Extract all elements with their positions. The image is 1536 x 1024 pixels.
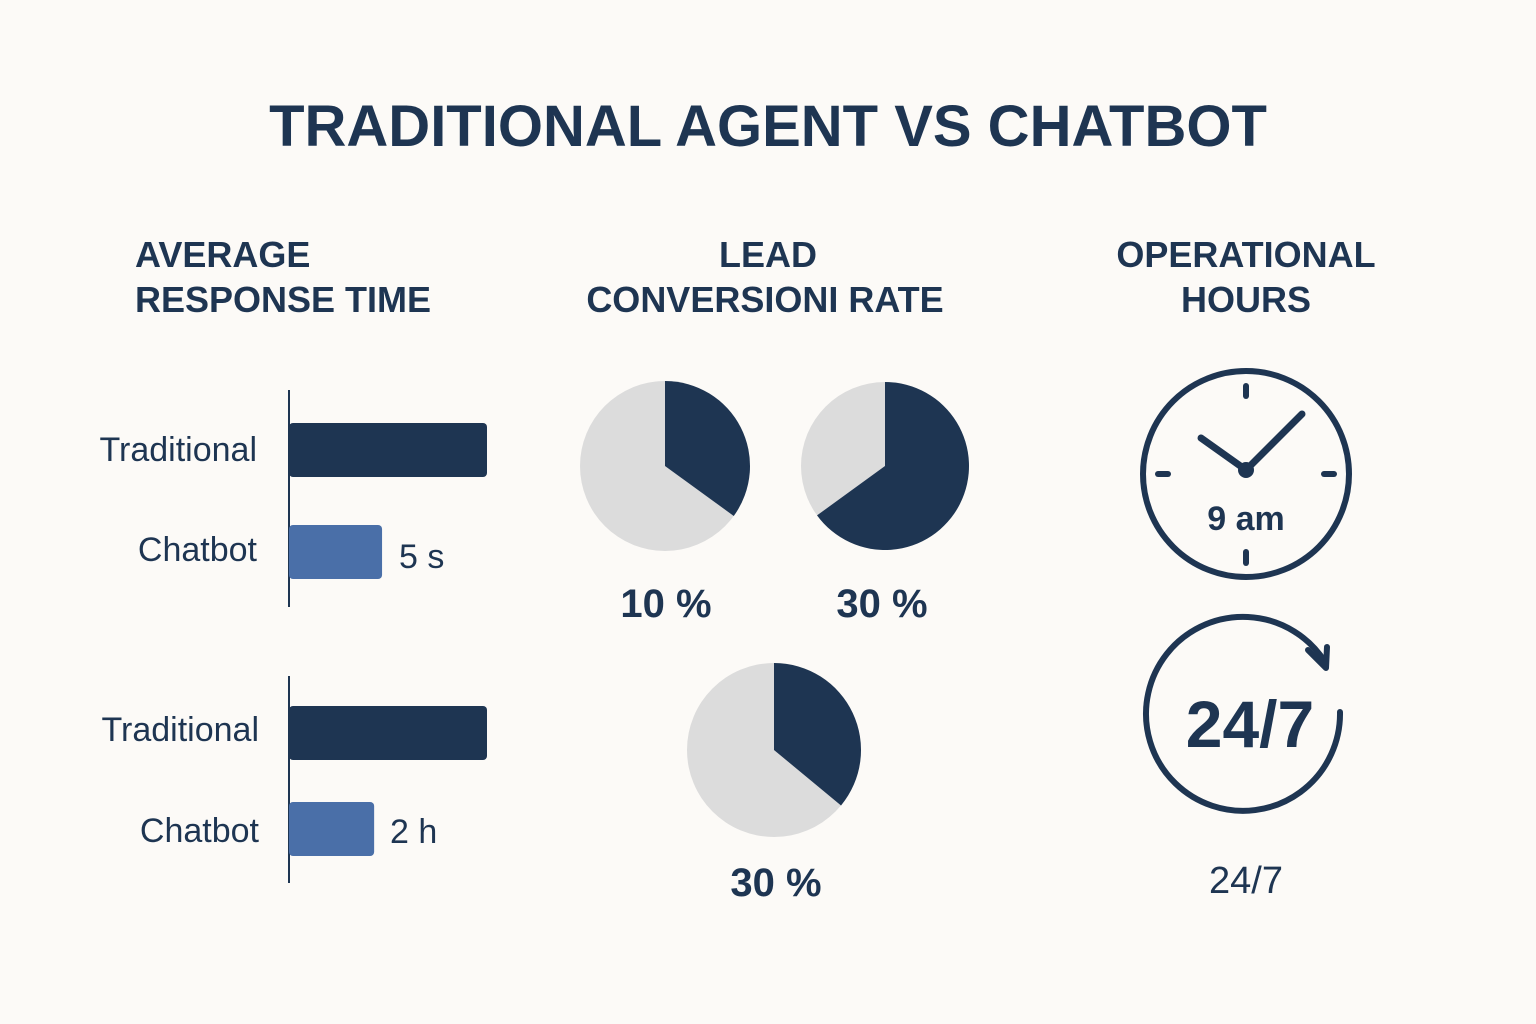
pie-label-2: 30 % (836, 582, 927, 626)
bar-value-chatbot: 5 s (399, 538, 444, 576)
bar-label-chatbot: Chatbot (140, 812, 260, 850)
response-heading-line1: AVERAGE (135, 234, 310, 275)
availability-caption: 24/7 (1209, 860, 1283, 902)
pie-slice-highlighted (774, 663, 861, 806)
conversion-heading-line1: LEAD (719, 234, 817, 275)
clock-time-label: 9 am (1207, 500, 1285, 538)
page-title: TRADITIONAL AGENT VS CHATBOT (269, 94, 1267, 159)
bar-value-chatbot: 2 h (390, 813, 437, 851)
bar-chart-1: Traditional Chatbot 5 s (100, 390, 487, 607)
bar-chatbot (289, 802, 375, 856)
conversion-heading-line2: CONVERSIONI RATE (586, 279, 943, 320)
pie-slice-highlighted (665, 381, 750, 516)
bar-traditional (289, 423, 487, 477)
pie-label-3: 30 % (730, 861, 821, 905)
pie-chart-3 (687, 663, 861, 837)
response-heading-line2: RESPONSE TIME (135, 279, 431, 320)
circular-arrow-icon (1143, 613, 1344, 814)
bar-label-traditional: Traditional (102, 711, 259, 749)
availability-badge: 24/7 (1186, 687, 1314, 761)
hours-heading-line1: OPERATIONAL (1116, 234, 1375, 275)
pie-chart-1 (580, 381, 750, 551)
bar-label-traditional: Traditional (100, 431, 257, 469)
bar-chart-2: Traditional Chatbot 2 h (102, 676, 487, 883)
hours-heading-line2: HOURS (1181, 279, 1311, 320)
pie-slice-highlighted (817, 381, 970, 550)
bar-traditional (289, 706, 487, 760)
pie-chart-2 (801, 381, 970, 550)
pie-label-1: 10 % (620, 582, 711, 626)
bar-label-chatbot: Chatbot (138, 531, 258, 569)
clock-icon (1140, 368, 1352, 580)
bar-chatbot (289, 525, 383, 579)
